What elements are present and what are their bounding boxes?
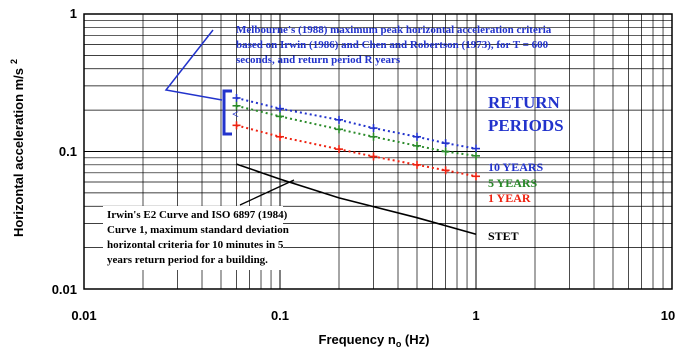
y-tick-label-0.01: 0.01 [52,282,77,297]
x-tick-label-0.01: 0.01 [71,308,96,323]
return-periods-heading: RETURN PERIODS [488,93,564,135]
y-axis-title-main: Horizontal acceleration m/s [11,68,26,237]
series-line-5-years [237,106,476,156]
return-period-bracket [224,91,232,134]
melbourne-pointer-line [166,30,222,100]
data-point-10-years [442,139,450,147]
irwin-note-line-1: Irwin's E2 Curve and ISO 6897 (1984) [107,209,288,221]
x-axis-title-main: Frequency n [319,332,396,347]
bracket-symbol: < [232,107,239,121]
data-point-10-years [233,94,241,102]
y-tick-label-0.1: 0.1 [59,144,77,159]
series-label-stet: STET [488,229,519,243]
y-tick-label-1: 1 [70,6,77,21]
melbourne-note-line-1: Melbourne's (1988) maximum peak horizont… [236,24,552,36]
series-label-1-year: 1 YEAR [488,191,531,205]
irwin-pointer-line [240,180,294,205]
data-point-1-year [370,152,378,160]
x-tick-label-10: 10 [661,308,675,323]
y-axis-title-superscript: 2 [9,59,19,64]
series-line-1-year [237,125,476,176]
x-tick-label-1: 1 [472,308,479,323]
data-point-1-year [413,161,421,169]
irwin-note-line-2: Curve 1, maximum standard deviation [107,224,289,236]
melbourne-note: Melbourne's (1988) maximum peak horizont… [236,24,554,66]
data-point-1-year [233,121,241,129]
series-label-5-years: 5 YEARS [488,176,538,190]
y-axis-title: Horizontal acceleration m/s 2 [9,59,26,237]
melbourne-note-line-3: seconds, and return period R years [236,54,401,66]
series-label-10-years: 10 YEARS [488,160,544,174]
x-axis-title-unit: (Hz) [401,332,429,347]
data-point-5-years [335,125,343,133]
data-point-5-years [472,152,480,160]
data-point-5-years [370,133,378,141]
data-point-5-years [276,112,284,120]
x-axis-title: Frequency no (Hz) [319,332,430,348]
irwin-note-line-3: horizontal criteria for 10 minutes in 5 [107,239,284,251]
data-point-10-years [335,116,343,124]
return-periods-heading-line-1: RETURN [488,93,561,112]
data-point-5-years [442,148,450,156]
data-point-1-year [276,133,284,141]
data-point-10-years [370,124,378,132]
return-periods-heading-line-2: PERIODS [488,116,564,135]
melbourne-note-line-2: based on Irwin (1986) and Chen and Rober… [236,39,549,51]
data-point-1-year [472,172,480,180]
irwin-note-line-4: years return period for a building. [107,254,268,266]
series-line-10-years [237,98,476,149]
data-point-10-years [276,105,284,113]
data-point-5-years [413,142,421,150]
x-tick-label-0.1: 0.1 [271,308,289,323]
data-point-10-years [413,133,421,141]
